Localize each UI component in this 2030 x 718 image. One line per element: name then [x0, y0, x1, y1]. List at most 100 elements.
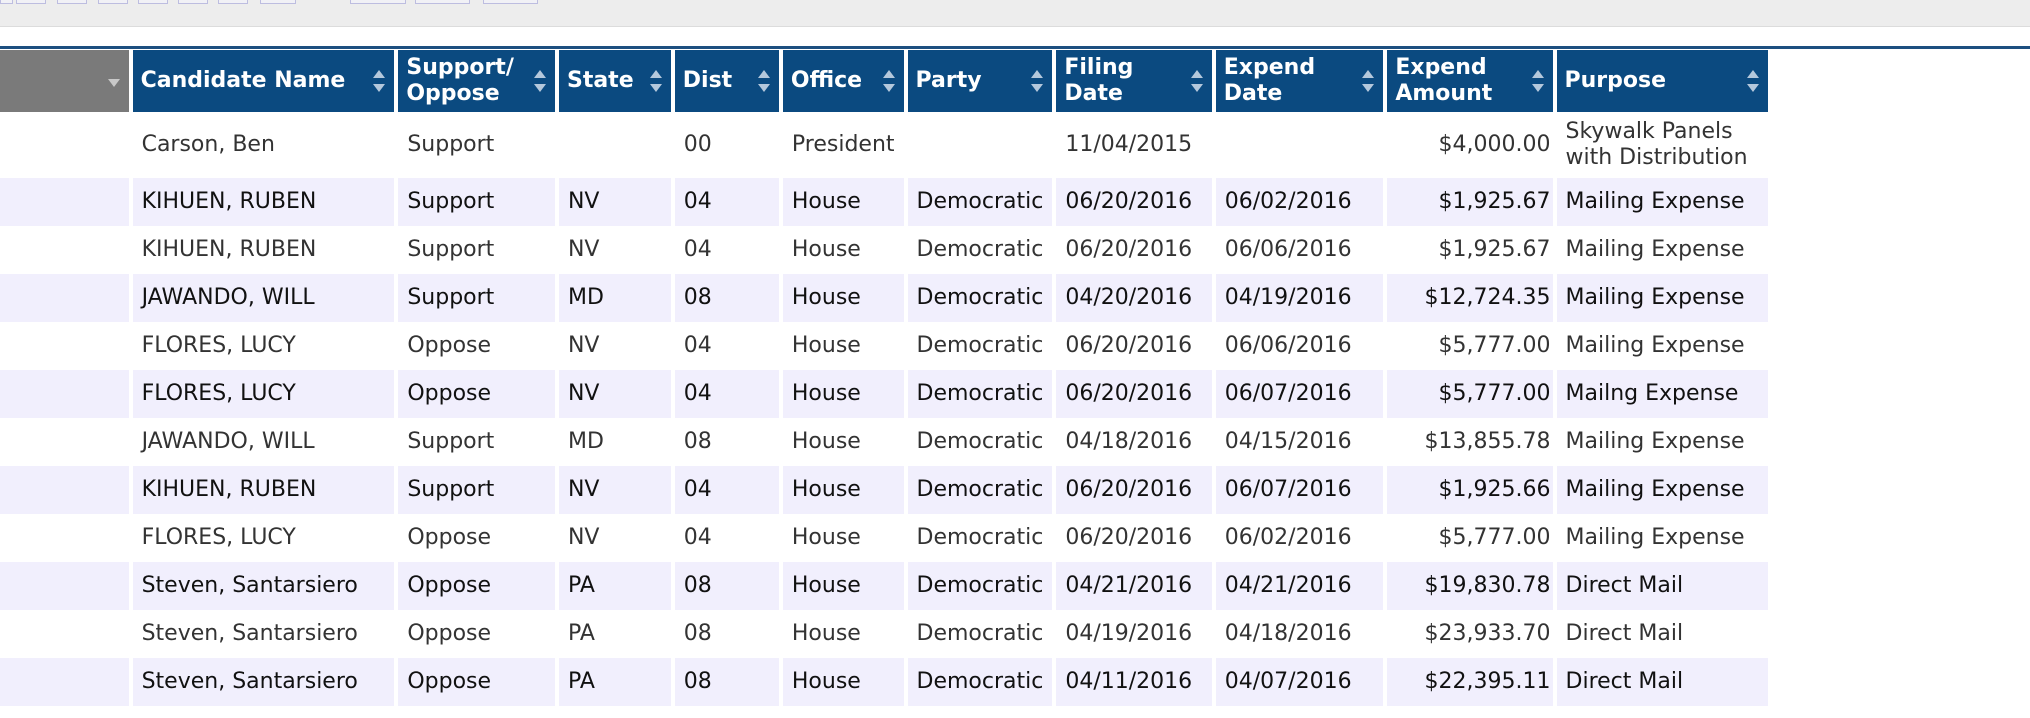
cell-dist: 08	[683, 429, 712, 454]
cell-support: Support	[398, 178, 555, 226]
cell-dist: 08	[674, 274, 779, 322]
cell-committee: Leaders	[0, 226, 129, 274]
cell-support: Oppose	[398, 658, 555, 706]
table-row[interactable]: Steven, Santarsiero Oppose PA 08 House Democr…	[0, 562, 1768, 610]
cell-support: Oppose	[398, 562, 555, 610]
cell-state: MD	[567, 429, 604, 454]
cell-candidate: JAWANDO, WILL	[132, 274, 395, 322]
cell-expend	[1216, 112, 1384, 178]
cell-support: Support	[407, 237, 495, 262]
sort-icon	[1031, 70, 1044, 92]
cell-committee	[0, 610, 129, 658]
cell-amount: $5,777.00	[1438, 525, 1551, 550]
column-header-expend-date[interactable]: Expend Date	[1215, 50, 1384, 112]
cell-purpose: Mailing Expense	[1565, 525, 1745, 550]
cell-committee: Leaders	[0, 514, 129, 562]
column-header-committee[interactable]: Committee Name	[0, 50, 129, 112]
cell-office: House	[791, 333, 861, 358]
table-row[interactable]: LeadersJAWANDO, WILLSupportMD08HouseDemo…	[0, 418, 1768, 466]
cell-office: President	[791, 132, 895, 157]
page-button[interactable]	[138, 0, 168, 4]
table-row[interactable]: LeadersFLORES, LUCYOpposeNV04HouseDemocr…	[0, 370, 1768, 418]
table-row[interactable]: LeadersKIHUEN, RUBENSupportNV04HouseDemo…	[0, 466, 1768, 514]
page-button[interactable]	[260, 0, 296, 4]
cell-dist: 04	[683, 333, 712, 358]
column-header-candidate[interactable]: Candidate Name	[132, 50, 395, 112]
cell-purpose: Skywalk Panels with Distribution	[1565, 119, 1748, 170]
sort-icon	[882, 70, 895, 92]
cell-filing: 06/20/2016	[1056, 466, 1212, 514]
cell-dist: 04	[683, 237, 712, 262]
cell-purpose: Mailng Expense	[1556, 370, 1768, 418]
sort-icon	[1362, 70, 1375, 92]
sort-icon	[1190, 70, 1203, 92]
cell-office: House	[791, 525, 861, 550]
page-button[interactable]	[57, 0, 87, 4]
column-header-filing-date[interactable]: Filing Date	[1056, 50, 1212, 112]
cell-purpose: Direct Mail	[1556, 562, 1768, 610]
column-header-support[interactable]: Support/ Oppose	[398, 50, 555, 112]
cell-expend: 04/07/2016	[1215, 658, 1384, 706]
column-header-party[interactable]: Party	[907, 50, 1053, 112]
page-button[interactable]	[218, 0, 248, 4]
cell-party: Democratic	[916, 429, 1044, 454]
cell-support: Oppose	[407, 621, 492, 646]
cell-filing: 06/20/2016	[1056, 178, 1212, 226]
cell-office: House	[782, 370, 904, 418]
pagination-bar	[0, 0, 2030, 26]
table-row[interactable]: LeadersFLORES, LUCYOpposeNV04HouseDemocr…	[0, 322, 1768, 370]
cell-state: NV	[567, 525, 600, 550]
cell-amount: $22,395.11	[1387, 658, 1553, 706]
page-button[interactable]	[350, 0, 406, 4]
cell-dist: 04	[674, 178, 779, 226]
cell-party: Democratic	[907, 274, 1053, 322]
page-button[interactable]	[16, 0, 46, 4]
cell-party: Democratic	[907, 658, 1053, 706]
cell-committee: Leaders	[0, 274, 129, 322]
table-row[interactable]: LeadersJAWANDO, WILLSupportMD08HouseDemo…	[0, 274, 1768, 322]
table-row[interactable]: LeadersFLORES, LUCYOpposeNV04HouseDemocr…	[0, 514, 1768, 562]
cell-candidate: Steven, Santarsiero	[141, 621, 358, 646]
page-button[interactable]	[98, 0, 128, 4]
cell-party: Democratic	[907, 562, 1053, 610]
table-row[interactable]: Steven, Santarsiero Oppose PA 08 House Democr…	[0, 658, 1768, 706]
cell-candidate: KIHUEN, RUBEN	[132, 466, 395, 514]
cell-filing: 04/18/2016	[1065, 429, 1193, 454]
sort-icon	[649, 70, 662, 92]
cell-office: House	[782, 274, 904, 322]
cell-party: Democratic	[907, 178, 1053, 226]
cell-expend: 06/07/2016	[1215, 370, 1384, 418]
page-button[interactable]	[0, 0, 13, 4]
page-button[interactable]	[415, 0, 470, 4]
cell-candidate: FLORES, LUCY	[141, 333, 296, 358]
cell-expend: 06/02/2016	[1215, 178, 1384, 226]
column-header-state[interactable]: State	[558, 50, 671, 112]
column-header-expend-amount[interactable]: Expend Amount	[1387, 50, 1553, 112]
cell-purpose: Mailing Expense	[1565, 429, 1745, 454]
cell-office: House	[791, 237, 861, 262]
cell-office: House	[782, 658, 904, 706]
cell-state: NV	[558, 370, 671, 418]
page-button[interactable]	[483, 0, 538, 4]
column-header-purpose[interactable]: Purpose	[1556, 50, 1768, 112]
cell-amount: $19,830.78	[1387, 562, 1553, 610]
cell-filing: 06/20/2016	[1065, 333, 1193, 358]
table-row[interactable]: LeadersKIHUEN, RUBENSupportNV04HouseDemo…	[0, 226, 1768, 274]
cell-expend: 06/06/2016	[1224, 333, 1352, 358]
expenditures-table: Committee Name Candidate Name Support/ O…	[0, 50, 1772, 706]
column-header-office[interactable]: Office	[782, 50, 904, 112]
table-row[interactable]: LeadersKIHUEN, RUBENSupportNV04HouseDemo…	[0, 178, 1768, 226]
cell-amount: $5,777.00	[1387, 370, 1553, 418]
cell-support: Oppose	[407, 333, 492, 358]
cell-dist: 08	[674, 658, 779, 706]
sort-icon	[373, 70, 386, 92]
page-button[interactable]	[178, 0, 208, 4]
table-row[interactable]: COMMITTEE; THE Carson, Ben Support 00 Presid…	[0, 112, 1768, 178]
cell-state: PA	[558, 658, 671, 706]
column-header-dist[interactable]: Dist	[674, 50, 779, 112]
cell-expend: 06/02/2016	[1224, 525, 1352, 550]
cell-candidate: FLORES, LUCY	[141, 525, 296, 550]
cell-filing: 04/21/2016	[1056, 562, 1212, 610]
table-row[interactable]: Steven, Santarsiero Oppose PA 08 House Democr…	[0, 610, 1768, 658]
table-top-rule	[0, 46, 2030, 49]
